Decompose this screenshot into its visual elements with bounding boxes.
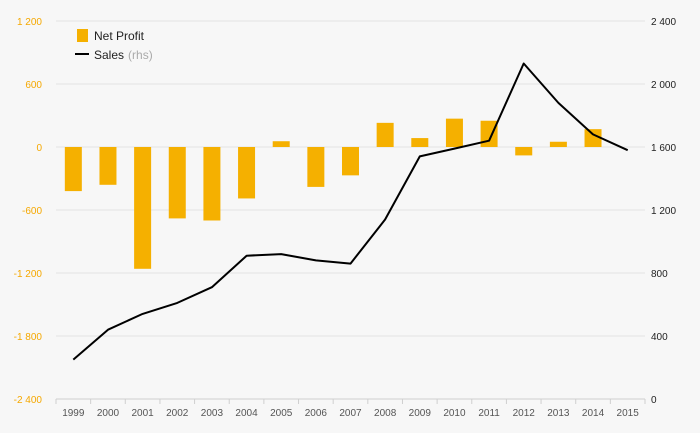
right-axis-ticks: 2 400 2 000 1 600 1 200 800 400 0 xyxy=(651,17,676,406)
right-tick-label: 1 600 xyxy=(651,143,676,154)
left-tick-label: -600 xyxy=(22,206,42,217)
bar-net-profit-2007 xyxy=(342,147,359,176)
bar-net-profit-2010 xyxy=(445,118,463,147)
x-tick-label: 2001 xyxy=(131,408,154,419)
bar-net-profit-2013 xyxy=(549,141,567,147)
x-tick-label: 2005 xyxy=(270,408,293,419)
bar-net-profit-1999 xyxy=(64,147,82,192)
x-tick-label: 2014 xyxy=(582,408,605,419)
x-axis: 1999 2000 2001 2002 2003 2004 2005 2006 2007 2008… xyxy=(55,398,646,419)
x-tick-label: 2010 xyxy=(443,408,466,419)
right-tick-label: 1 200 xyxy=(651,206,676,217)
sales-line xyxy=(72,62,629,361)
x-tick-label: 2006 xyxy=(305,408,328,419)
net-profit-bars xyxy=(64,118,602,269)
right-tick-label: 2 000 xyxy=(651,80,676,91)
bar-net-profit-2008 xyxy=(376,122,394,147)
bar-net-profit-2012 xyxy=(515,147,533,156)
x-tick-label: 2002 xyxy=(166,408,189,419)
legend-label-sales-note: (rhs) xyxy=(128,48,153,62)
bar-net-profit-2014 xyxy=(584,129,602,147)
x-tick-label: 2015 xyxy=(617,408,640,419)
x-tick-label: 2011 xyxy=(478,408,500,419)
x-tick-label: 2007 xyxy=(339,408,362,419)
right-tick-label: 2 400 xyxy=(651,17,676,28)
left-tick-label: 1 200 xyxy=(17,17,42,28)
legend-swatch-net-profit xyxy=(77,29,88,42)
bar-net-profit-2005 xyxy=(272,141,290,147)
bar-net-profit-2009 xyxy=(411,138,429,147)
left-tick-label: 600 xyxy=(25,80,42,91)
right-tick-label: 800 xyxy=(651,269,668,280)
bar-net-profit-2000 xyxy=(99,147,117,185)
legend-label-sales: Sales (rhs) xyxy=(94,48,153,62)
x-tick-label: 1999 xyxy=(62,408,85,419)
right-tick-label: 0 xyxy=(651,395,657,406)
sales-line-group xyxy=(72,62,629,361)
x-tick-label: 2000 xyxy=(97,408,120,419)
bar-net-profit-2003 xyxy=(203,147,221,221)
bar-net-profit-2006 xyxy=(307,147,325,187)
x-tick-label: 2008 xyxy=(374,408,397,419)
x-tick-label: 2003 xyxy=(201,408,224,419)
bar-net-profit-2001 xyxy=(134,147,152,269)
x-tick-label: 2013 xyxy=(547,408,570,419)
legend: Net Profit Sales (rhs) xyxy=(75,29,153,62)
x-tick-label: 2004 xyxy=(235,408,258,419)
bar-net-profit-2004 xyxy=(238,147,256,199)
bar-net-profit-2002 xyxy=(168,147,186,219)
left-tick-label: -2 400 xyxy=(14,395,43,406)
left-tick-label: -1 800 xyxy=(14,332,43,343)
left-axis-ticks: 1 200 600 0 -600 -1 200 -1 800 -2 400 xyxy=(14,17,43,406)
left-tick-label: -1 200 xyxy=(14,269,43,280)
x-tick-label: 2009 xyxy=(409,408,432,419)
left-tick-label: 0 xyxy=(36,143,42,154)
legend-label-sales-text: Sales xyxy=(94,48,124,62)
right-tick-label: 400 xyxy=(651,332,668,343)
legend-label-net-profit: Net Profit xyxy=(94,29,145,43)
x-tick-label: 2012 xyxy=(513,408,536,419)
bar-net-profit-2011 xyxy=(480,120,498,147)
